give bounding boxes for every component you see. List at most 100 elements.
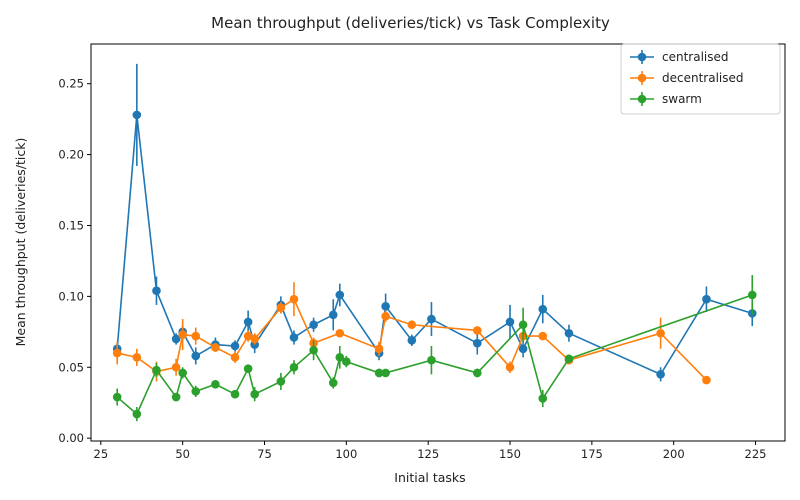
- data-point: [289, 294, 299, 304]
- data-point: [518, 320, 528, 330]
- data-point: [289, 333, 299, 342]
- data-point: [250, 334, 259, 344]
- series-swarm: [112, 275, 757, 422]
- data-point: [211, 379, 220, 389]
- data-point: [152, 365, 161, 375]
- data-point: [230, 341, 240, 351]
- chart-title: Mean throughput (deliveries/tick) vs Tas…: [211, 14, 610, 32]
- x-tick-label: 25: [94, 447, 109, 461]
- data-point: [335, 328, 345, 338]
- legend-item-decentralised: decentralised: [630, 71, 744, 85]
- series-decentralised: [112, 282, 711, 385]
- data-point: [250, 389, 259, 399]
- data-point: [328, 310, 338, 320]
- plot-area: [90, 43, 786, 442]
- x-tick-label: 75: [257, 447, 272, 461]
- data-point: [342, 357, 351, 366]
- data-point: [381, 368, 390, 378]
- data-point: [472, 326, 482, 335]
- data-point: [374, 368, 384, 378]
- data-point: [381, 311, 390, 321]
- x-tick-label: 200: [663, 447, 685, 461]
- x-tick-label: 50: [175, 447, 190, 461]
- data-point: [191, 351, 201, 361]
- data-point: [243, 317, 253, 327]
- x-tick-label: 175: [581, 447, 603, 461]
- data-point: [702, 375, 711, 385]
- data-point: [656, 370, 665, 379]
- data-point: [656, 328, 665, 338]
- data-point: [171, 334, 181, 344]
- data-point: [702, 294, 711, 304]
- legend-swatch-marker: [637, 94, 647, 104]
- y-axis-label: Mean throughput (deliveries/tick): [13, 138, 28, 347]
- data-point: [152, 286, 161, 296]
- data-point: [564, 328, 574, 338]
- data-point: [132, 409, 142, 419]
- data-point: [309, 345, 318, 355]
- data-point: [427, 314, 436, 324]
- x-axis-label: Initial tasks: [394, 470, 465, 485]
- legend-item-swarm: swarm: [630, 92, 702, 106]
- data-point: [211, 343, 220, 352]
- legend-box: [620, 43, 781, 115]
- x-tick-label: 225: [745, 447, 767, 461]
- data-point: [243, 331, 253, 341]
- data-point: [538, 304, 548, 314]
- data-point: [276, 303, 286, 313]
- data-point: [171, 362, 181, 372]
- data-point: [289, 362, 299, 372]
- data-point: [472, 338, 482, 348]
- series-centralised: [112, 63, 757, 382]
- data-point: [407, 320, 417, 330]
- data-point: [178, 330, 187, 339]
- y-tick-label: 0.05: [58, 360, 84, 374]
- data-point: [564, 354, 574, 364]
- y-tick-label: 0.25: [58, 77, 84, 91]
- series-line-swarm: [116, 294, 753, 416]
- x-axis: 25 50 75 100 125 150 175 200 225: [94, 441, 767, 461]
- legend: centralised decentralised swarm: [620, 43, 781, 115]
- data-point: [374, 344, 384, 354]
- data-point: [309, 320, 318, 330]
- y-tick-label: 0.10: [58, 289, 84, 303]
- data-point: [505, 317, 515, 327]
- data-point: [518, 344, 528, 354]
- data-point: [230, 389, 240, 399]
- data-point: [132, 110, 142, 120]
- data-point: [538, 331, 548, 341]
- data-point: [112, 348, 122, 358]
- data-point: [171, 392, 181, 402]
- data-point: [747, 290, 757, 300]
- y-tick-label: 0.15: [58, 218, 84, 232]
- legend-swatch-marker: [637, 52, 647, 62]
- data-point: [328, 378, 338, 388]
- data-point: [230, 353, 240, 362]
- plot-frame: [90, 43, 786, 442]
- data-point: [191, 331, 201, 341]
- data-point: [472, 368, 482, 378]
- data-point: [538, 394, 548, 403]
- legend-label: swarm: [662, 92, 702, 106]
- y-tick-label: 0.00: [58, 431, 84, 445]
- y-axis: 0.00 0.05 0.10 0.15 0.20 0.25: [58, 77, 91, 445]
- data-point: [335, 353, 345, 362]
- data-point: [178, 368, 187, 378]
- data-point: [243, 364, 253, 373]
- data-point: [407, 336, 417, 345]
- data-point: [112, 392, 122, 402]
- x-tick-label: 100: [335, 447, 357, 461]
- data-point: [132, 353, 142, 362]
- x-tick-label: 125: [417, 447, 439, 461]
- legend-label: centralised: [662, 50, 729, 64]
- legend-swatch-marker: [637, 73, 647, 83]
- data-point: [191, 387, 201, 396]
- data-point: [505, 362, 515, 372]
- data-point: [381, 302, 390, 311]
- y-tick-label: 0.20: [58, 148, 84, 162]
- x-tick-label: 150: [499, 447, 521, 461]
- data-point: [335, 290, 345, 300]
- data-point: [276, 377, 286, 386]
- legend-item-centralised: centralised: [630, 50, 729, 64]
